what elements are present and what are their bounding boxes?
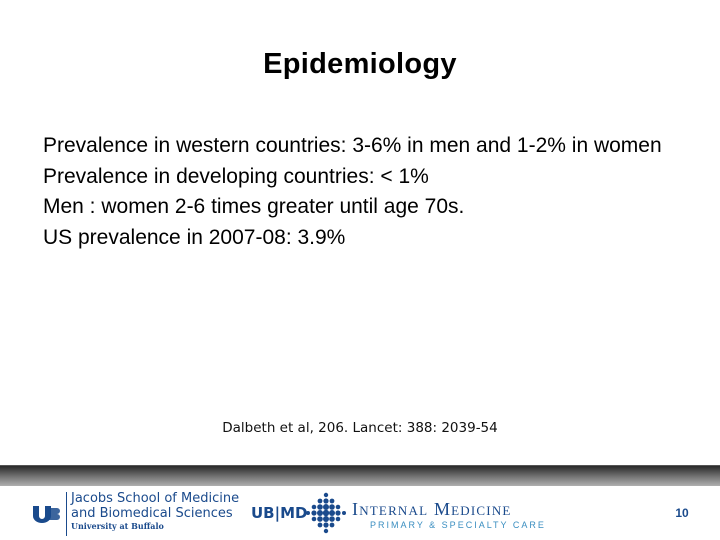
bullet-item: Men : women 2-6 times greater until age … <box>43 195 465 218</box>
ubmd-logo-text: UB|MD <box>251 504 308 522</box>
bullet-item: Prevalence in developing countries: < 1% <box>43 164 429 188</box>
logo-divider <box>66 492 67 536</box>
dot-grid-logo-icon <box>306 492 346 534</box>
jacobs-line: and Biomedical Sciences <box>71 506 233 521</box>
ub-logo-icon <box>33 506 60 523</box>
footer: Jacobs School of Medicine and Biomedical… <box>0 486 720 540</box>
footer-divider-bar <box>0 465 720 487</box>
jacobs-line: Jacobs School of Medicine <box>71 491 240 506</box>
slide-title: Epidemiology <box>263 48 457 80</box>
citation: Dalbeth et al, 206. Lancet: 388: 2039-54 <box>0 420 720 436</box>
jacobs-logo-text: Jacobs School of Medicine and Biomedical… <box>71 491 239 532</box>
jacobs-line-university: University at Buffalo <box>71 521 164 531</box>
slide-body: Prevalence in western countries: 3-6% in… <box>43 131 693 253</box>
citation-text: Dalbeth et al, 206. Lancet: 388: 2039-54 <box>222 420 498 436</box>
internal-medicine-title: Internal Medicine <box>352 499 512 519</box>
internal-medicine-subtitle: PRIMARY & SPECIALTY CARE <box>370 520 546 530</box>
bullet-item: Prevalence in western countries: 3-6% in… <box>43 134 662 157</box>
page-number: 10 <box>675 506 689 520</box>
bullet-item: US prevalence in 2007-08: 3.9% <box>43 225 346 249</box>
